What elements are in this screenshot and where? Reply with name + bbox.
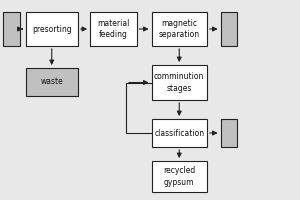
Bar (90, 12, 136, 46)
Text: material
feeding: material feeding (97, 19, 129, 39)
Bar (3, 12, 20, 46)
Text: comminution
stages: comminution stages (154, 72, 204, 93)
Bar (220, 119, 237, 147)
Bar (26, 68, 78, 96)
Bar (152, 12, 207, 46)
Text: classification: classification (154, 129, 204, 138)
Text: magnetic
separation: magnetic separation (159, 19, 200, 39)
Bar (26, 12, 78, 46)
Bar (152, 65, 207, 100)
Bar (220, 12, 237, 46)
Text: recycled
gypsum: recycled gypsum (163, 166, 195, 187)
Text: waste: waste (40, 77, 63, 86)
Bar (152, 119, 207, 147)
Bar (152, 161, 207, 192)
Text: presorting: presorting (32, 24, 72, 33)
